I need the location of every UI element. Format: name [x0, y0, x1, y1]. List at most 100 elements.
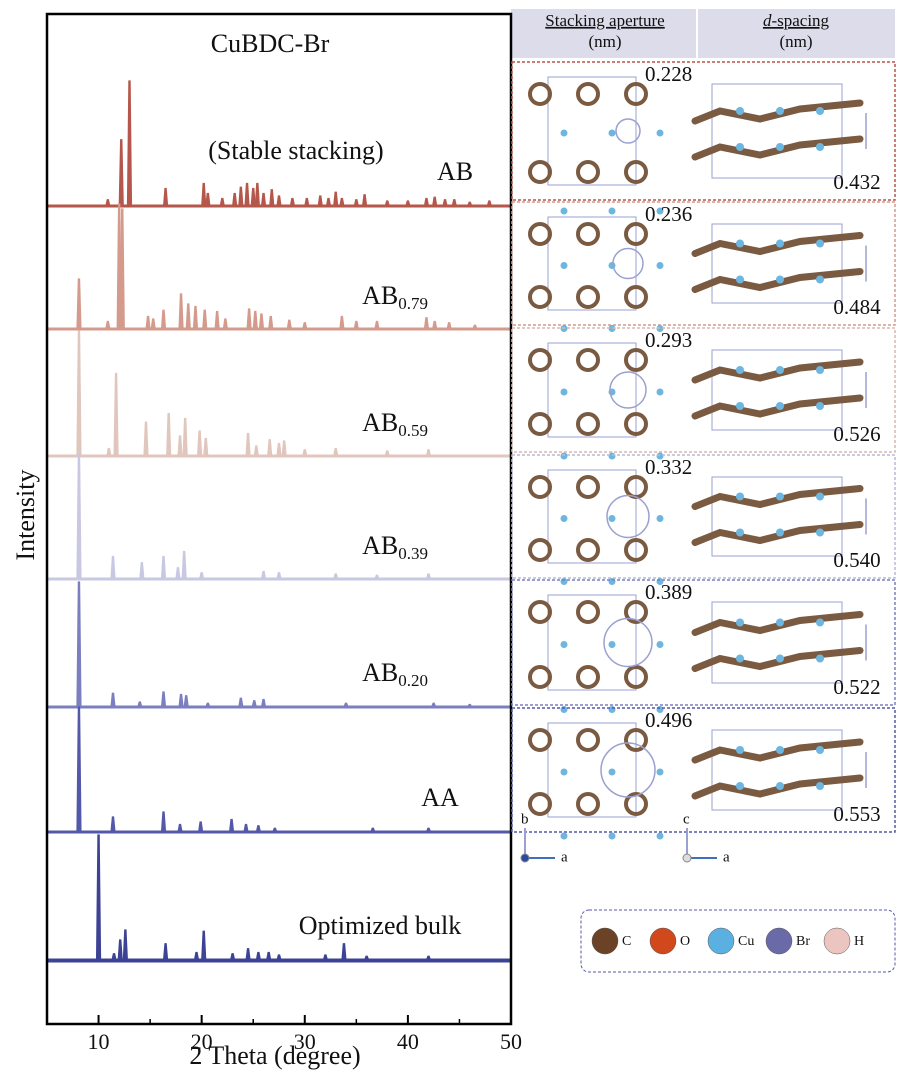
peak	[245, 184, 249, 207]
peak	[305, 199, 309, 207]
peak	[106, 200, 110, 206]
aperture-value: 0.389	[645, 580, 692, 604]
legend-label: Br	[796, 934, 810, 949]
cu-node	[816, 746, 824, 754]
series-label: AB0.20	[362, 658, 428, 690]
linker	[578, 162, 598, 182]
cu-node	[657, 833, 664, 840]
peak	[340, 317, 344, 330]
header-d-spacing: d-spacing	[763, 11, 830, 30]
header-d-rest: -spacing	[771, 11, 829, 30]
linker	[530, 794, 550, 814]
chart-title: CuBDC-Br	[211, 29, 330, 58]
peak	[138, 702, 142, 707]
series-subscript: 0.20	[398, 671, 428, 690]
cu-node	[816, 143, 824, 151]
figure: Stacking aperture (nm) d-spacing (nm) Cu…	[0, 0, 899, 1086]
cu-node	[816, 402, 824, 410]
peak	[273, 828, 277, 832]
peak	[287, 320, 291, 329]
peak	[277, 196, 281, 206]
cu-node	[816, 619, 824, 627]
peak	[223, 319, 227, 329]
peak	[186, 304, 190, 329]
peak	[204, 439, 208, 457]
peak	[162, 310, 166, 329]
peak	[385, 201, 389, 206]
cu-node	[609, 769, 616, 776]
peak	[253, 312, 257, 330]
legend-swatch	[650, 928, 676, 954]
peak	[246, 434, 250, 457]
peak	[318, 196, 322, 206]
cu-node	[561, 706, 568, 713]
cu-node	[561, 578, 568, 585]
peak	[427, 956, 431, 960]
peak	[487, 201, 491, 206]
peak	[164, 189, 168, 207]
d-spacing-value: 0.553	[833, 802, 880, 826]
aperture-value: 0.496	[645, 708, 692, 732]
legend-label: C	[622, 934, 631, 949]
peak	[111, 693, 115, 707]
peak	[468, 202, 472, 206]
peak	[323, 955, 327, 960]
series-name: AB	[362, 658, 398, 687]
series-label: AB0.59	[362, 408, 428, 440]
cu-node	[657, 130, 664, 137]
cu-node	[776, 619, 784, 627]
peak	[270, 190, 274, 206]
peak	[77, 707, 81, 832]
peak	[385, 451, 389, 456]
cu-node	[736, 143, 744, 151]
series-name: AB	[362, 531, 398, 560]
peak	[215, 312, 219, 330]
peak	[371, 828, 375, 832]
peak	[206, 703, 210, 707]
cu-node	[736, 529, 744, 537]
peak	[424, 318, 428, 329]
peak	[198, 431, 202, 456]
cu-node	[736, 655, 744, 663]
peak	[432, 703, 436, 707]
linker	[578, 224, 598, 244]
peak	[233, 194, 237, 207]
peak	[277, 573, 281, 579]
cu-node	[776, 402, 784, 410]
axis-name: a	[561, 849, 568, 865]
peak	[200, 573, 204, 579]
cu-node	[561, 208, 568, 215]
axis-origin	[683, 854, 691, 862]
peak	[473, 325, 477, 329]
cu-node	[776, 276, 784, 284]
peak	[255, 184, 259, 207]
peak	[326, 199, 330, 207]
d-spacing-value: 0.522	[833, 675, 880, 699]
cu-node	[561, 641, 568, 648]
peak	[443, 200, 447, 206]
cu-node	[657, 389, 664, 396]
linker	[530, 350, 550, 370]
aperture-value: 0.228	[645, 62, 692, 86]
cu-node	[609, 208, 616, 215]
cu-node	[816, 493, 824, 501]
cu-node	[736, 366, 744, 374]
peak	[203, 310, 207, 329]
cu-node	[736, 619, 744, 627]
peak	[354, 322, 358, 330]
legend-swatch	[766, 928, 792, 954]
y-axis-label: Intensity	[11, 470, 40, 561]
peak	[184, 696, 188, 707]
linker	[530, 477, 550, 497]
cu-node	[776, 240, 784, 248]
cu-node	[776, 746, 784, 754]
peak	[354, 200, 358, 206]
linker	[530, 540, 550, 560]
peak	[375, 322, 379, 330]
x-axis-label: 2 Theta (degree)	[189, 1041, 360, 1070]
linker	[578, 287, 598, 307]
cu-node	[609, 706, 616, 713]
peak	[239, 698, 243, 707]
linker	[578, 794, 598, 814]
peak	[195, 953, 199, 961]
